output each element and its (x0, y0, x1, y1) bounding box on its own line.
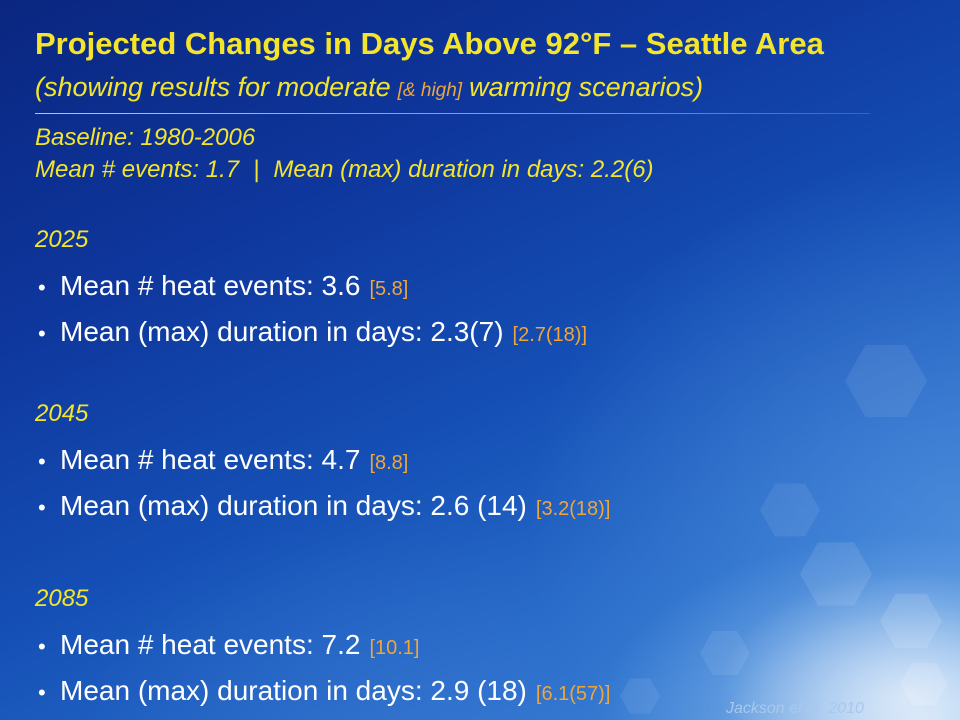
list-item: • Mean # heat events: 4.7 [8.8] (35, 437, 815, 483)
baseline-separator: | (253, 156, 260, 183)
citation: Jackson et al. 2010 (726, 700, 864, 717)
item-text: Mean # heat events: 4.7 (60, 444, 361, 475)
baseline-duration: Mean (max) duration in days: 2.2(6) (273, 156, 654, 183)
item-high-scenario: [3.2(18)] (535, 498, 611, 520)
bullet-icon: • (38, 449, 46, 474)
item-text: Mean (max) duration in days: 2.6 (14) (60, 490, 527, 521)
item-text: Mean # heat events: 3.6 (60, 270, 361, 301)
bullet-icon: • (38, 275, 46, 300)
item-high-scenario: [10.1] (369, 637, 420, 659)
period-2085: 2085 • Mean # heat events: 7.2 [10.1] • … (35, 584, 815, 714)
bullet-icon: • (38, 495, 46, 520)
sun-glow (700, 560, 960, 720)
item-text: Mean # heat events: 7.2 (60, 629, 361, 660)
period-2025: 2025 • Mean # heat events: 3.6 [5.8] • M… (35, 225, 815, 355)
bullet-icon: • (38, 634, 46, 659)
period-year: 2085 (35, 585, 89, 612)
subtitle-high-scenario: [& high] (397, 80, 463, 101)
list-item: • Mean # heat events: 3.6 [5.8] (35, 263, 815, 309)
item-high-scenario: [5.8] (369, 278, 409, 300)
bullet-icon: • (38, 321, 46, 346)
baseline-stats: Mean # events: 1.7 | Mean (max) duration i… (35, 155, 654, 185)
title-divider (35, 113, 870, 114)
period-2045: 2045 • Mean # heat events: 4.7 [8.8] • M… (35, 399, 815, 529)
subtitle-after: warming scenarios) (469, 72, 704, 102)
lens-flare (845, 344, 927, 418)
item-high-scenario: [8.8] (369, 452, 409, 474)
list-item: • Mean # heat events: 7.2 [10.1] (35, 622, 815, 668)
item-text: Mean (max) duration in days: 2.9 (18) (60, 675, 527, 706)
list-item: • Mean (max) duration in days: 2.6 (14) … (35, 483, 815, 529)
bullet-icon: • (38, 680, 46, 705)
baseline-label: Baseline: 1980-2006 (35, 124, 256, 151)
period-year: 2025 (35, 226, 89, 253)
list-item: • Mean (max) duration in days: 2.9 (18) … (35, 668, 815, 714)
slide-title: Projected Changes in Days Above 92°F – S… (35, 26, 824, 61)
period-year: 2045 (35, 400, 89, 427)
slide-subtitle: (showing results for moderate [& high] war… (35, 71, 703, 107)
baseline-events: Mean # events: 1.7 (35, 156, 240, 183)
item-text: Mean (max) duration in days: 2.3(7) (60, 316, 504, 347)
item-high-scenario: [6.1(57)] (535, 683, 611, 705)
lens-flare (620, 678, 660, 714)
item-high-scenario: [2.7(18)] (512, 324, 588, 346)
list-item: • Mean (max) duration in days: 2.3(7) [2… (35, 309, 815, 355)
subtitle-before: (showing results for moderate (35, 72, 391, 102)
